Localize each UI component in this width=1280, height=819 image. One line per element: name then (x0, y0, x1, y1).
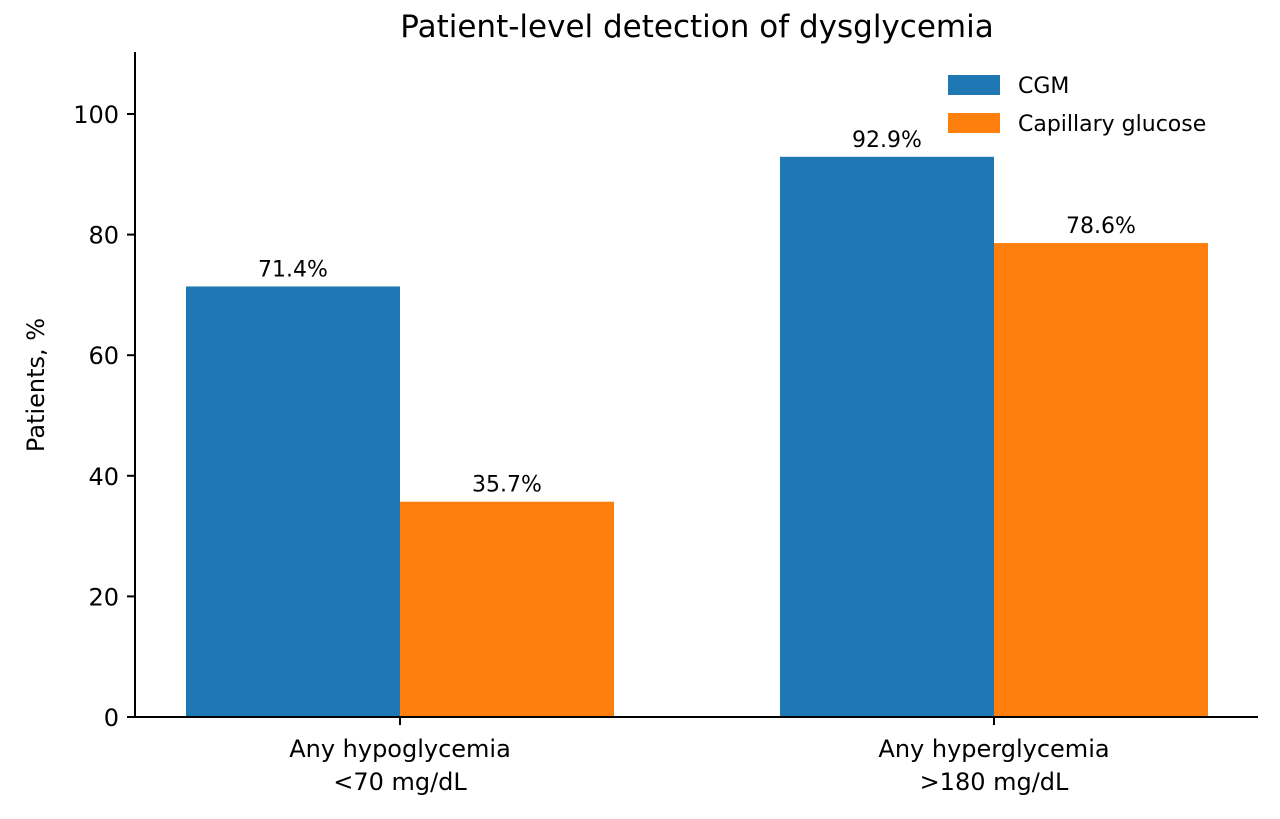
legend-swatch (948, 113, 1000, 133)
y-ticks: 0 20 40 60 80 100 (73, 101, 135, 732)
bar-value-label: 78.6% (1066, 214, 1136, 239)
bar-cgm (186, 286, 400, 717)
chart-title: Patient-level detection of dysglycemia (400, 9, 993, 45)
x-tick-label: >180 mg/dL (920, 768, 1069, 796)
y-tick-label: 0 (104, 704, 119, 732)
y-tick-label: 100 (73, 101, 119, 129)
x-tick-label: Any hyperglycemia (878, 735, 1109, 763)
legend-label: CGM (1018, 74, 1069, 99)
y-axis-label: Patients, % (22, 318, 50, 452)
y-tick-label: 20 (88, 583, 119, 611)
y-tick-label: 60 (88, 342, 119, 370)
bar-value-label: 92.9% (852, 128, 922, 153)
legend-label: Capillary glucose (1018, 112, 1206, 137)
legend: CGM Capillary glucose (948, 74, 1206, 137)
x-tick-label: Any hypoglycemia (289, 735, 511, 763)
bar-capillary-glucose (400, 501, 614, 717)
y-tick-label: 40 (88, 463, 119, 491)
bar-value-label: 71.4% (258, 257, 328, 282)
bar-capillary-glucose (994, 243, 1208, 718)
bars (186, 156, 1208, 718)
bar-value-label: 35.7% (472, 473, 542, 498)
x-tick-label: <70 mg/dL (333, 768, 467, 796)
bar-labels: 71.4% 92.9% 35.7% 78.6% (258, 128, 1136, 498)
y-tick-label: 80 (88, 222, 119, 250)
bar-cgm (780, 156, 994, 718)
x-ticks: Any hypoglycemia <70 mg/dL Any hyperglycem… (289, 717, 1110, 796)
legend-swatch (948, 75, 1000, 95)
